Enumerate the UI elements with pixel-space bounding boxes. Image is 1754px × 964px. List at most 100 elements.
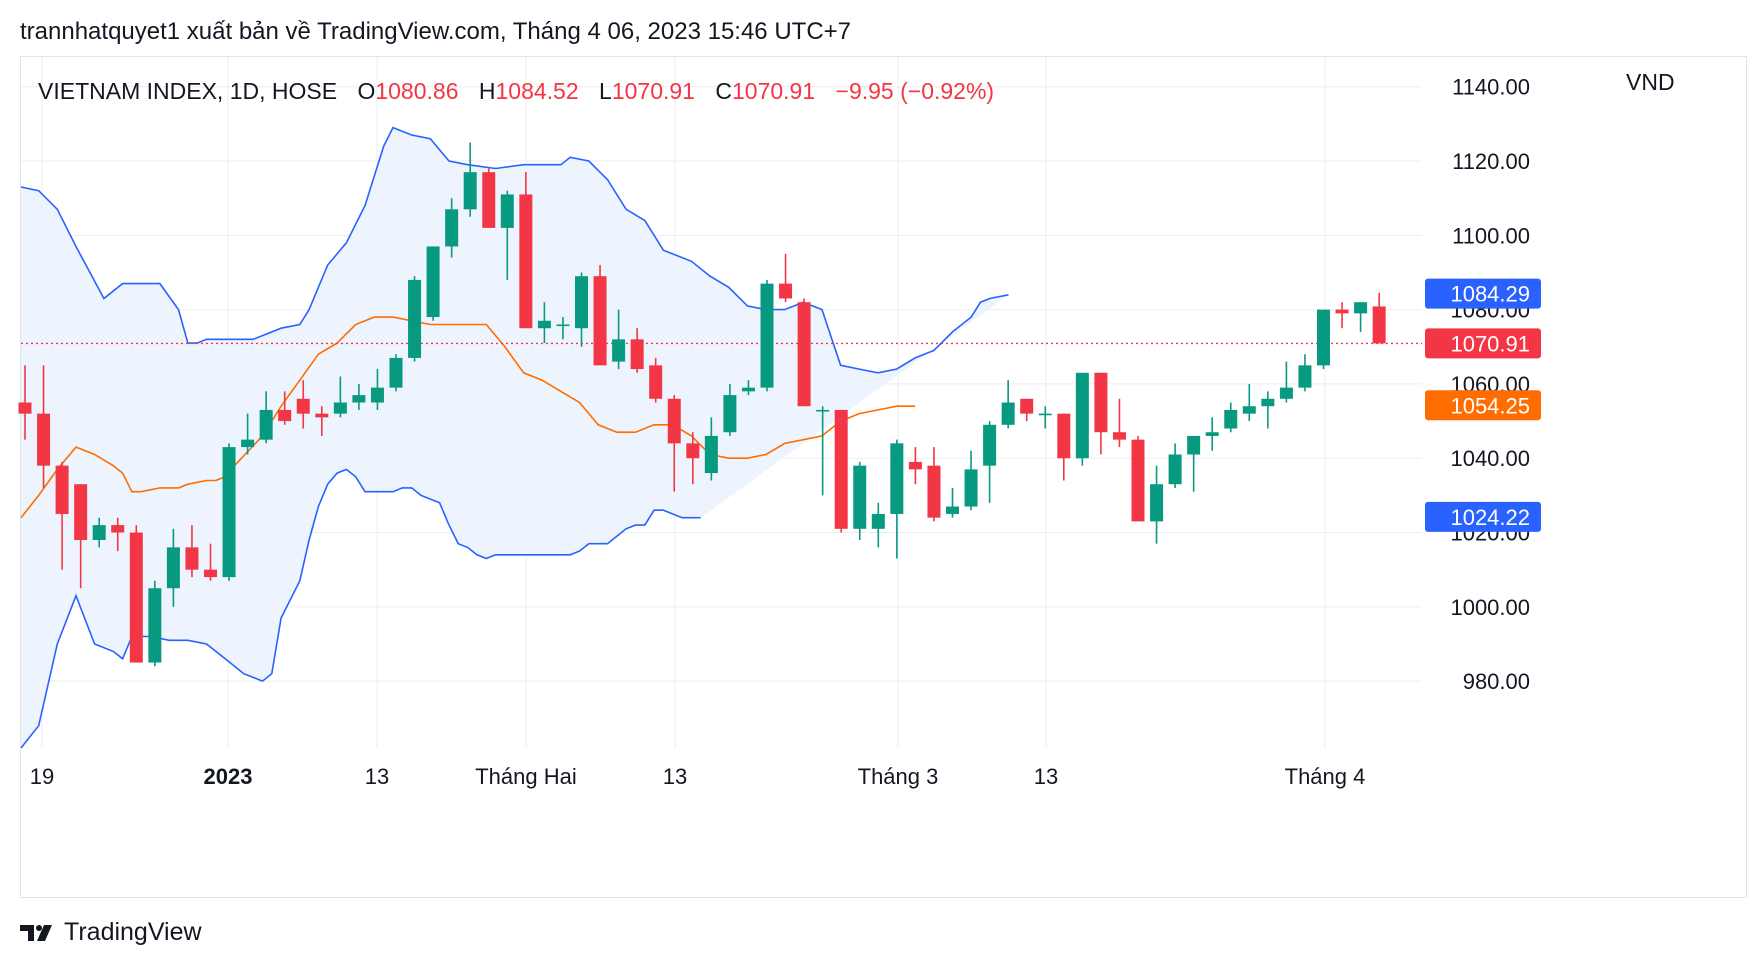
- candle-body: [760, 283, 774, 388]
- candle: [556, 317, 570, 340]
- candle-body: [463, 172, 477, 210]
- candle: [853, 461, 867, 540]
- candle: [983, 421, 997, 503]
- x-tick-label: 13: [1034, 764, 1058, 789]
- candle-body: [1354, 302, 1368, 314]
- high-value: 1084.52: [495, 78, 579, 104]
- candle: [1242, 383, 1256, 422]
- candle-body: [111, 525, 125, 533]
- candle-body: [1261, 398, 1275, 407]
- candle: [482, 168, 496, 228]
- candle-body: [1279, 387, 1293, 399]
- change-value: −9.95 (−0.92%): [835, 78, 995, 104]
- candle: [185, 525, 199, 578]
- bollinger-bands: [20, 126, 1009, 749]
- price-label-text: 1054.25: [1450, 393, 1530, 418]
- candle: [816, 406, 830, 496]
- candles: [18, 142, 1386, 667]
- candle: [686, 432, 700, 485]
- candle-body: [482, 172, 496, 228]
- candle-body: [1168, 454, 1182, 485]
- candle-body: [1150, 484, 1164, 522]
- price-label-box: [1425, 501, 1541, 532]
- high-label: H: [478, 78, 496, 104]
- candle: [575, 272, 588, 347]
- candle: [333, 376, 347, 418]
- y-tick-label: 1040.00: [1450, 446, 1530, 471]
- candle: [667, 395, 681, 492]
- candle: [1150, 465, 1164, 544]
- candle-body: [519, 194, 533, 329]
- candle-body: [927, 465, 941, 518]
- candle-body: [55, 465, 69, 514]
- candle: [741, 380, 755, 396]
- candle: [537, 302, 551, 344]
- symbol-legend: VIETNAM INDEX, 1D, HOSE O1080.86 H1084.5…: [38, 78, 994, 105]
- candle-body: [908, 461, 922, 470]
- candle: [166, 528, 180, 607]
- candle-body: [537, 320, 551, 329]
- candle-body: [92, 525, 106, 540]
- close-value: 1070.91: [731, 78, 816, 104]
- candle: [1187, 435, 1201, 492]
- candle-body: [1038, 413, 1052, 416]
- candle: [426, 246, 440, 321]
- candle-body: [445, 209, 459, 247]
- candle: [964, 450, 978, 511]
- candle-body: [1001, 402, 1015, 425]
- candle: [1261, 391, 1275, 429]
- time-axis: 19 2023 13 Tháng Hai 13 Tháng 3 13 Tháng 4: [30, 764, 1366, 789]
- candle-body: [389, 357, 403, 388]
- candle: [278, 391, 292, 425]
- y-tick-label: 1100.00: [1452, 223, 1530, 248]
- candle: [593, 265, 607, 366]
- candle: [1112, 398, 1126, 448]
- price-label-box: [1425, 328, 1541, 359]
- candle: [92, 517, 106, 548]
- y-tick-label: 1120.00: [1452, 149, 1530, 174]
- publication-info: trannhatquyet1 xuất bản về TradingView.c…: [20, 18, 852, 45]
- candle-body: [1131, 439, 1145, 522]
- candle-body: [630, 339, 644, 370]
- candle-body: [296, 398, 310, 414]
- candlestick-chart[interactable]: 980.001000.001020.001040.001060.001080.0…: [0, 0, 1754, 900]
- candle-body: [723, 395, 737, 433]
- upper-band-line: [20, 126, 1009, 374]
- candle: [1298, 354, 1312, 392]
- candle-body: [37, 413, 51, 466]
- tradingview-logo[interactable]: TradingView: [20, 918, 202, 947]
- candle-body: [1187, 435, 1201, 455]
- candle: [148, 580, 162, 667]
- candle-body: [352, 395, 366, 403]
- lower-band-price-label: 1024.22: [1425, 501, 1541, 532]
- candle: [1354, 302, 1368, 332]
- candle: [1205, 417, 1219, 451]
- candle-body: [871, 513, 885, 529]
- candle-body: [185, 547, 199, 570]
- candle: [389, 354, 403, 392]
- candle: [296, 380, 310, 429]
- candle-body: [74, 484, 88, 540]
- candle-body: [612, 339, 626, 362]
- candle: [723, 383, 737, 436]
- candle: [890, 439, 904, 559]
- open-value: 1080.86: [375, 78, 459, 104]
- candle: [1335, 302, 1349, 329]
- candle: [222, 443, 236, 581]
- candle-body: [129, 532, 143, 663]
- candle: [463, 142, 477, 217]
- symbol-name: VIETNAM INDEX, 1D, HOSE: [38, 78, 338, 104]
- candle: [630, 328, 644, 373]
- candle-body: [370, 387, 384, 403]
- candle: [1168, 443, 1182, 488]
- candle-body: [204, 569, 217, 578]
- chart-pane[interactable]: [20, 56, 1747, 898]
- candle: [946, 487, 959, 518]
- candle-body: [1075, 372, 1089, 459]
- candle-body: [964, 469, 978, 507]
- middle-band-price-label: 1054.25: [1425, 390, 1541, 421]
- low-label: L: [599, 78, 612, 104]
- candle-body: [1205, 432, 1219, 436]
- brand-name: TradingView: [64, 918, 202, 946]
- price-label-text: 1024.22: [1450, 505, 1530, 530]
